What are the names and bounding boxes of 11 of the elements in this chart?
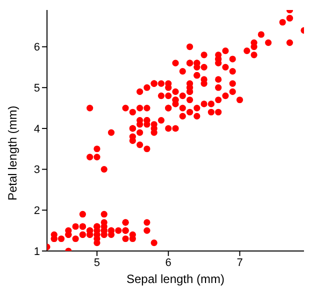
y-tick-label: 1 [34,246,40,258]
y-tick-label: 6 [34,42,40,54]
y-axis-title: Petal length (mm) [5,106,20,200]
y-tick-label: 5 [34,82,40,95]
x-tick-label: 7 [236,256,243,269]
x-tick-label: 5 [94,256,100,269]
x-tick-label: 6 [165,256,172,269]
y-tick-label: 3 [34,164,40,176]
x-axis-title: Sepal length (mm) [126,272,225,286]
y-tick-label: 4 [34,123,40,136]
y-tick-label: 2 [34,205,40,218]
